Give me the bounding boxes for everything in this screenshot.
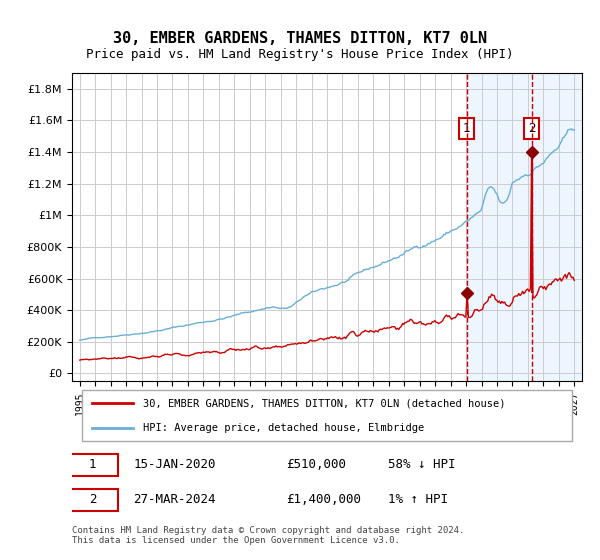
Text: £510,000: £510,000: [286, 458, 346, 471]
Text: HPI: Average price, detached house, Elmbridge: HPI: Average price, detached house, Elmb…: [143, 423, 425, 433]
Text: £1,400,000: £1,400,000: [286, 493, 361, 506]
FancyBboxPatch shape: [67, 454, 118, 475]
Bar: [467, 73, 582, 381]
Text: 2: 2: [528, 122, 535, 135]
Bar: [532, 73, 582, 381]
Text: 58% ↓ HPI: 58% ↓ HPI: [388, 458, 456, 471]
FancyBboxPatch shape: [82, 390, 572, 441]
Text: Price paid vs. HM Land Registry's House Price Index (HPI): Price paid vs. HM Land Registry's House …: [86, 48, 514, 60]
Text: 30, EMBER GARDENS, THAMES DITTON, KT7 0LN: 30, EMBER GARDENS, THAMES DITTON, KT7 0L…: [113, 31, 487, 46]
Text: 30, EMBER GARDENS, THAMES DITTON, KT7 0LN (detached house): 30, EMBER GARDENS, THAMES DITTON, KT7 0L…: [143, 398, 506, 408]
FancyBboxPatch shape: [67, 489, 118, 511]
Text: 15-JAN-2020: 15-JAN-2020: [133, 458, 216, 471]
Text: 1% ↑ HPI: 1% ↑ HPI: [388, 493, 448, 506]
Text: 2: 2: [89, 493, 96, 506]
Text: 27-MAR-2024: 27-MAR-2024: [133, 493, 216, 506]
Text: 1: 1: [89, 458, 96, 471]
Text: Contains HM Land Registry data © Crown copyright and database right 2024.
This d: Contains HM Land Registry data © Crown c…: [72, 526, 464, 545]
Text: 1: 1: [463, 122, 470, 135]
